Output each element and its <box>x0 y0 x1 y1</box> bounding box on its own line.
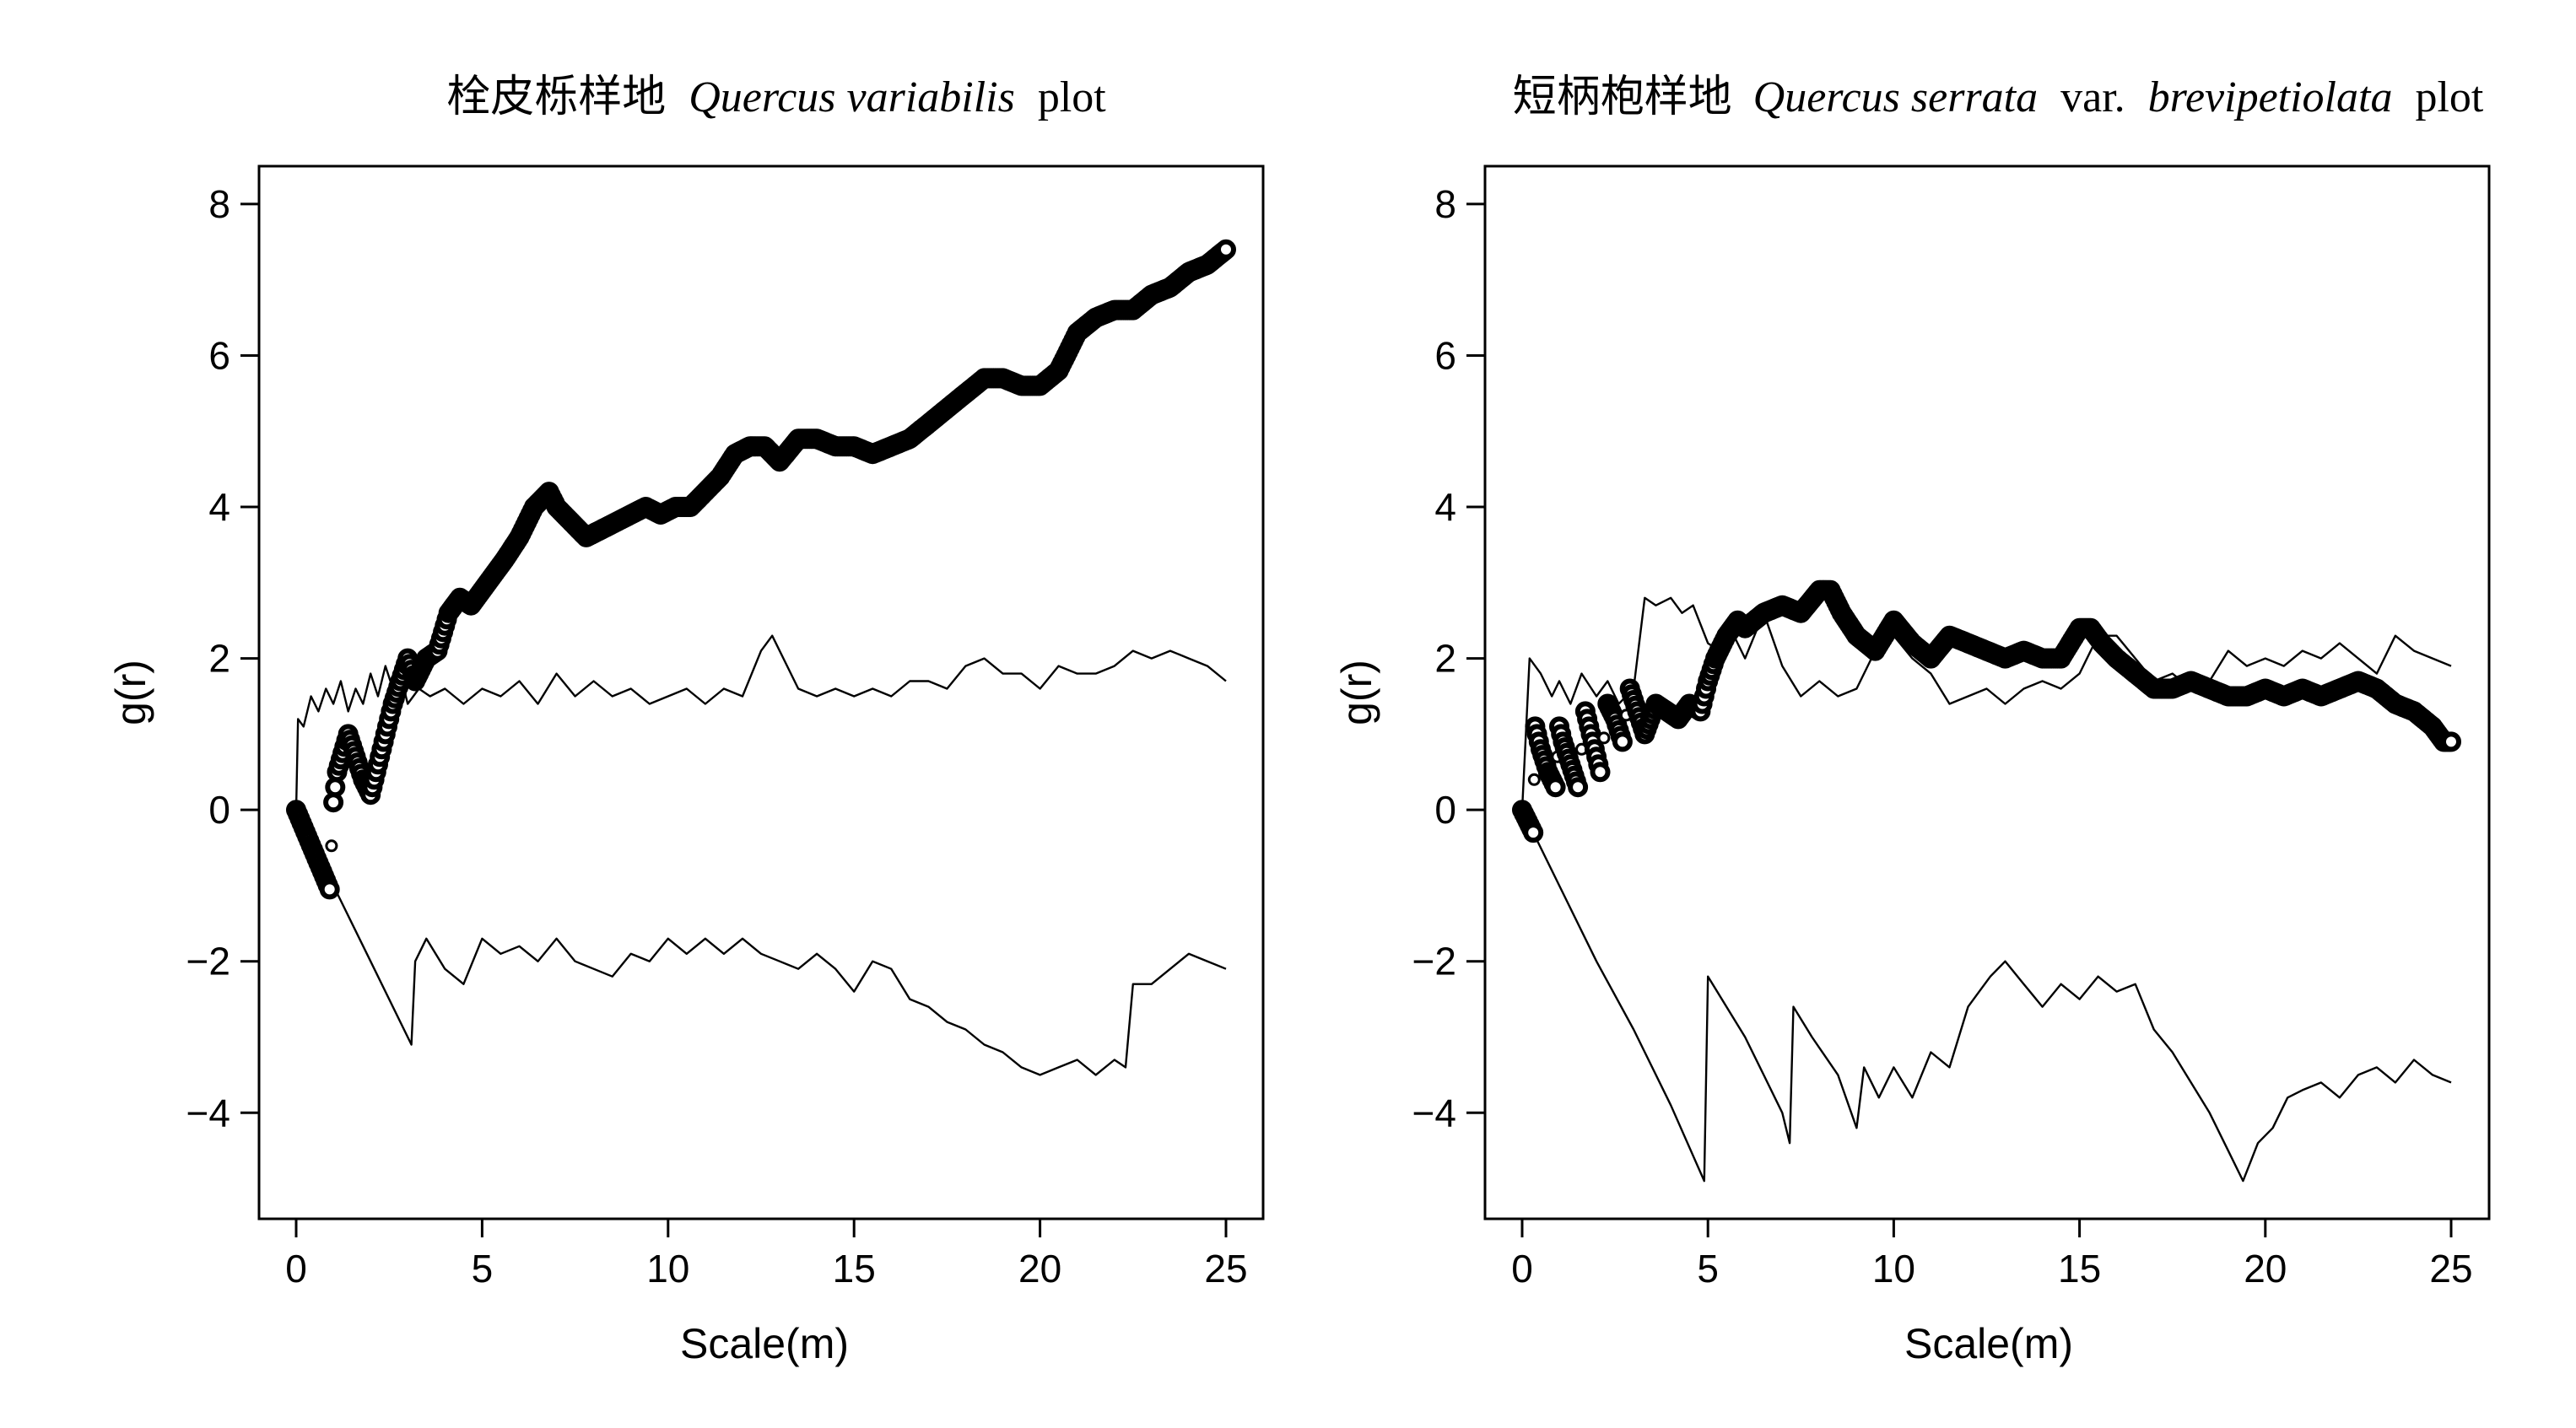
chart-title-left-suffix: plot <box>1038 73 1106 121</box>
lower-envelope-line-right <box>1520 809 2452 1183</box>
observed-points-left <box>286 239 1236 900</box>
observed-point-right-51 <box>1612 731 1633 752</box>
y-tick-label-right-3: 2 <box>1434 637 1456 681</box>
y-tick-label-right-6: 8 <box>1434 182 1456 226</box>
observed-point-left-19 <box>325 839 338 853</box>
chart-panel-left: 栓皮栎样地 Quercus variabilis plot 0 5 10 15 20 25… <box>107 73 1265 1367</box>
observed-point-right-6 <box>1523 822 1544 843</box>
observed-point-right-31 <box>1568 777 1589 798</box>
observed-point-right-7 <box>1527 773 1541 786</box>
y-tick-label-left-5: 6 <box>208 333 230 377</box>
y-tick-label-left-6: 8 <box>208 182 230 226</box>
observed-point-right-42 <box>1597 731 1611 745</box>
observed-point-left-18 <box>319 879 340 900</box>
plot-frame-left <box>257 164 1265 1221</box>
y-axis-label-right: g(r) <box>1333 660 1380 725</box>
y-tick-label-left-0: −4 <box>186 1091 230 1134</box>
chart-title-right-variety: brevipetiolata <box>2148 73 2393 121</box>
marks-left <box>286 239 1236 1076</box>
y-axis-label-left: g(r) <box>107 660 154 725</box>
x-axis-label-left: Scale(m) <box>680 1320 849 1367</box>
x-tick-label-right-0: 0 <box>1511 1247 1533 1291</box>
x-tick-label-right-2: 10 <box>1872 1247 1915 1291</box>
x-tick-label-left-3: 15 <box>833 1247 876 1291</box>
y-tick-label-right-0: −4 <box>1412 1091 1456 1134</box>
chart-title-right: 短柄枹样地 Quercus serrata var. brevipetiolat… <box>1513 73 2484 121</box>
y-tick-label-right-1: −2 <box>1412 940 1456 983</box>
x-tick-label-right-5: 25 <box>2429 1247 2472 1291</box>
x-tick-label-left-0: 0 <box>285 1247 307 1291</box>
x-tick-label-left-5: 25 <box>1204 1247 1247 1291</box>
x-tick-label-right-4: 20 <box>2244 1247 2287 1291</box>
lower-envelope-line-left <box>294 809 1227 1076</box>
chart-title-right-suffix: plot <box>2415 73 2483 121</box>
observed-points-right <box>1512 579 2461 843</box>
x-tick-label-right-3: 15 <box>2058 1247 2101 1291</box>
observed-point-right-41 <box>1590 762 1611 783</box>
axes-left: 0 5 10 15 20 25 −4 −2 0 2 4 6 8 <box>186 182 1248 1291</box>
observed-point-left-500 <box>1216 239 1236 260</box>
x-tick-label-left-4: 20 <box>1018 1247 1061 1291</box>
y-tick-label-right-4: 4 <box>1434 485 1456 529</box>
x-tick-label-left-2: 10 <box>646 1247 689 1291</box>
chart-title-left-species: Quercus variabilis <box>689 73 1015 121</box>
y-tick-label-left-2: 0 <box>208 788 230 832</box>
y-tick-label-right-2: 0 <box>1434 788 1456 832</box>
chart-title-left: 栓皮栎样地 Quercus variabilis plot <box>446 73 1106 121</box>
chart-title-right-cn: 短柄枹样地 <box>1513 73 1732 121</box>
x-axis-label-right: Scale(m) <box>1904 1320 2073 1367</box>
observed-point-right-495 <box>2441 731 2461 752</box>
chart-panel-right: 短柄枹样地 Quercus serrata var. brevipetiolat… <box>1333 73 2491 1367</box>
axes-right: 0 5 10 15 20 25 −4 −2 0 2 4 6 8 <box>1412 182 2473 1291</box>
y-tick-label-left-3: 2 <box>208 637 230 681</box>
y-tick-label-left-4: 4 <box>208 485 230 529</box>
x-tick-label-left-1: 5 <box>472 1247 494 1291</box>
y-tick-label-left-1: −2 <box>186 940 230 983</box>
marks-right <box>1512 579 2461 1183</box>
upper-envelope-line-left <box>294 634 1227 811</box>
x-tick-label-right-1: 5 <box>1697 1247 1719 1291</box>
chart-title-right-species: Quercus serrata <box>1753 73 2039 121</box>
plot-frame-right <box>1483 164 2491 1221</box>
chart-title-left-cn: 栓皮栎样地 <box>446 73 666 121</box>
y-tick-label-right-5: 6 <box>1434 333 1456 377</box>
chart-title-right-var: var. <box>2060 73 2125 121</box>
observed-point-right-19 <box>1545 777 1566 798</box>
